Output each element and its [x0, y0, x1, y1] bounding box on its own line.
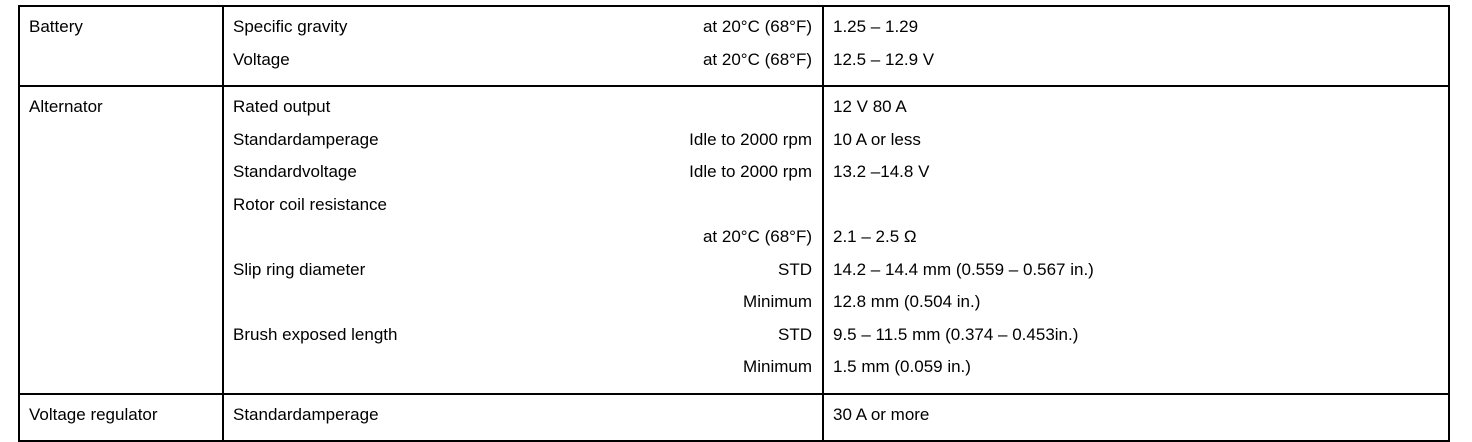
value-row — [833, 195, 1448, 228]
value-row: 9.5 – 11.5 mm (0.374 – 0.453in.) — [833, 325, 1448, 358]
condition: Idle to 2000 rpm — [689, 129, 812, 149]
item-row: at 20°C (68°F) — [224, 227, 822, 260]
value-row: 1.25 – 1.29 — [833, 17, 1448, 50]
item-row: Minimum — [224, 292, 822, 325]
value-row: 12 V 80 A — [833, 97, 1448, 130]
value: 1.25 – 1.29 — [833, 17, 919, 36]
item: Standardamperage — [233, 404, 379, 424]
item: Specific gravity — [233, 17, 348, 36]
value: 12 V 80 A — [833, 97, 907, 116]
item-row: Minimum — [224, 357, 822, 390]
value-row: 14.2 – 14.4 mm (0.559 – 0.567 in.) — [833, 260, 1448, 293]
value-row: 12.8 mm (0.504 in.) — [833, 292, 1448, 325]
value: 10 A or less — [833, 129, 921, 149]
condition: STD — [778, 259, 812, 279]
section: Voltage regulator Standardamperage 30 A or… — [20, 392, 1448, 441]
item-row: Standardamperage — [224, 405, 822, 438]
value: 1.5 mm (0.059 in.) — [833, 357, 971, 376]
value-cell: 1.25 – 1.29 12.5 – 12.9 V — [822, 7, 1448, 85]
item: Standardvoltage — [233, 162, 357, 181]
value: 9.5 – 11.5 mm (0.374 – 0.453in.) — [833, 324, 1079, 344]
item-cell: Specific gravity at 20°C (68°F) Voltage at … — [222, 7, 822, 85]
section-label: Alternator — [29, 97, 103, 116]
item-cell: Rated output Standardamperage Idle to 2000… — [222, 87, 822, 393]
section-label: Battery — [29, 17, 83, 36]
item-row: Specific gravity at 20°C (68°F) — [224, 17, 822, 50]
value-row: 12.5 – 12.9 V — [833, 50, 1448, 83]
condition: at 20°C (68°F) — [702, 49, 812, 69]
item-row: Brush exposed length STD — [224, 325, 822, 358]
value-cell: 12 V 80 A 10 A or less 13.2 –14.8 V 2.1 – 2… — [822, 87, 1448, 393]
condition: at 20°C (68°F) — [702, 17, 812, 36]
value-row: 13.2 –14.8 V — [833, 162, 1448, 195]
section-label-cell: Battery — [20, 7, 222, 85]
value-row: 1.5 mm (0.059 in.) — [833, 357, 1448, 390]
condition: Idle to 2000 rpm — [689, 162, 812, 181]
value: 14.2 – 14.4 mm (0.559 – 0.567 in.) — [833, 259, 1094, 279]
item-row: Slip ring diameter STD — [224, 260, 822, 293]
spec-table: Battery Specific gravity at 20°C (68°F) Vol… — [18, 5, 1450, 442]
condition: at 20°C (68°F) — [702, 227, 812, 246]
item: Rotor coil resistance — [233, 194, 388, 214]
value: 2.1 – 2.5 Ω — [833, 227, 917, 246]
item: Standardamperage — [233, 129, 379, 149]
value-row: 2.1 – 2.5 Ω — [833, 227, 1448, 260]
item-row: Rotor coil resistance — [224, 195, 822, 228]
item: Brush exposed length — [233, 324, 398, 344]
item: Rated output — [233, 97, 331, 116]
section: Alternator Rated output Standardamperage Id… — [20, 85, 1448, 393]
condition: STD — [778, 324, 812, 344]
item-cell: Standardamperage — [222, 394, 822, 440]
condition: Minimum — [743, 292, 812, 311]
item-row: Standardamperage Idle to 2000 rpm — [224, 130, 822, 163]
value-row: 10 A or less — [833, 130, 1448, 163]
value: 30 A or more — [833, 404, 930, 424]
value-cell: 30 A or more — [822, 394, 1448, 440]
value: 12.5 – 12.9 V — [833, 49, 935, 69]
item: Slip ring diameter — [233, 259, 366, 279]
item: Voltage — [233, 49, 290, 69]
item-row: Voltage at 20°C (68°F) — [224, 50, 822, 83]
value: 13.2 –14.8 V — [833, 162, 930, 181]
section: Battery Specific gravity at 20°C (68°F) Vol… — [20, 7, 1448, 85]
value: 12.8 mm (0.504 in.) — [833, 292, 981, 311]
item-row: Standardvoltage Idle to 2000 rpm — [224, 162, 822, 195]
section-label: Voltage regulator — [29, 404, 158, 424]
item-row: Rated output — [224, 97, 822, 130]
value-row: 30 A or more — [833, 405, 1448, 438]
condition: Minimum — [743, 357, 812, 376]
section-label-cell: Voltage regulator — [20, 395, 222, 441]
section-label-cell: Alternator — [20, 87, 222, 393]
